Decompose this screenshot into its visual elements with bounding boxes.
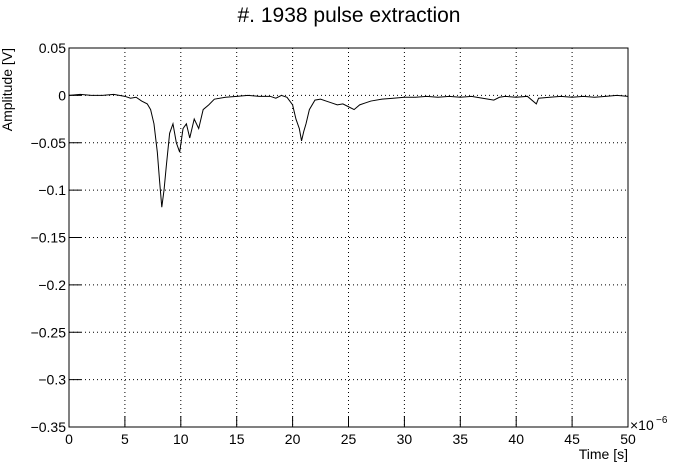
x-tick-label: 20 (285, 431, 301, 447)
x-tick-label: 25 (341, 431, 357, 447)
y-axis-title: Amplitude [V] (0, 48, 15, 131)
x-tick-label: 15 (229, 431, 245, 447)
x-tick-label: 30 (397, 431, 413, 447)
y-tick-label: −0.05 (31, 135, 67, 151)
y-tick-label: 0 (58, 87, 66, 103)
x-tick-label: 0 (65, 431, 73, 447)
chart-title: #. 1938 pulse extraction (238, 4, 461, 27)
x-tick-label: 40 (508, 431, 524, 447)
x-multiplier: ×10 (630, 417, 654, 433)
x-axis-title: Time [s] (579, 446, 628, 462)
plot-frame (68, 47, 629, 428)
y-tick-label: −0.35 (31, 419, 67, 435)
x-tick-label: 10 (173, 431, 189, 447)
y-tick-label: −0.1 (38, 182, 66, 198)
x-tick-label: 50 (620, 431, 636, 447)
y-tick-label: −0.15 (31, 230, 67, 246)
signal-line (68, 93, 629, 208)
y-tick-label: 0.05 (39, 40, 66, 56)
x-tick-label: 45 (564, 431, 580, 447)
y-tick-label: −0.3 (38, 372, 66, 388)
x-exponent: −6 (656, 415, 668, 426)
y-tick-label: −0.25 (31, 324, 67, 340)
x-tick-label: 5 (121, 431, 129, 447)
x-tick-label: 35 (453, 431, 469, 447)
y-tick-label: −0.2 (38, 277, 66, 293)
